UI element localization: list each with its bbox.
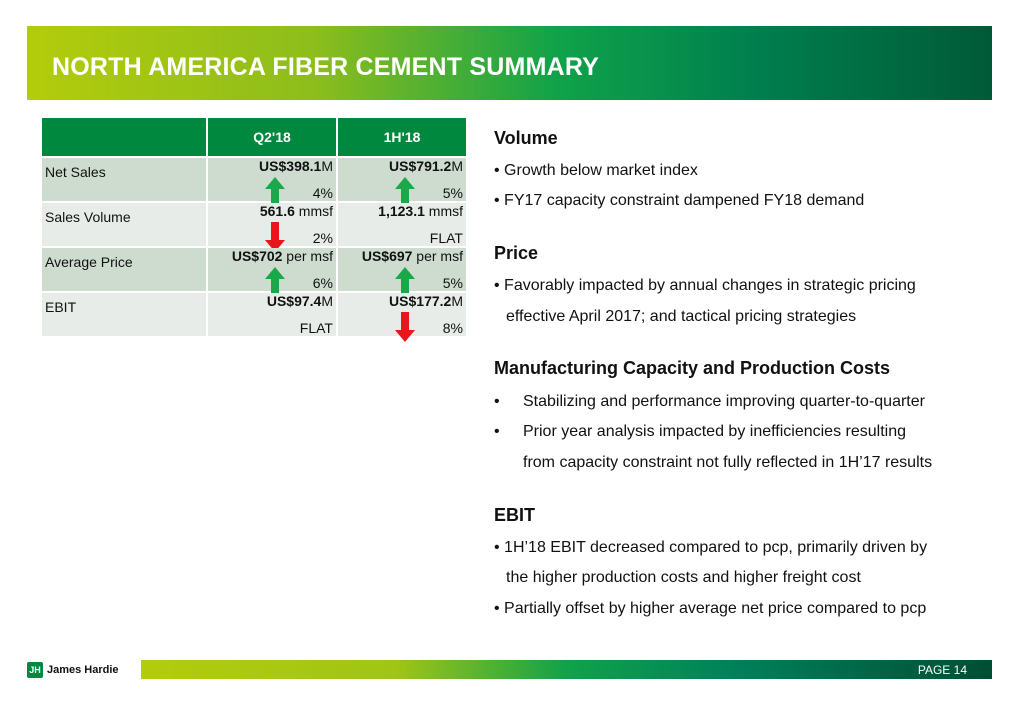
bullet: • 1H’18 EBIT decreased compared to pcp, … [494,539,928,556]
table-row: Sales Volume 561.6 mmsf 2% 1,123.1 mmsf FLAT [42,203,466,252]
table-row: Average Price US$702 per msf 6% US$697 per … [42,248,466,297]
arrow-up-icon [395,267,415,297]
bullet-cont: the higher production costs and higher f… [506,569,861,586]
change-value: FLAT [299,320,333,336]
arrow-up-icon [395,177,415,207]
change-value: 6% [312,275,333,291]
change-value: 8% [442,320,463,336]
james-hardie-logo: JH James Hardie [27,662,119,678]
arrow-up-icon [265,177,285,207]
q2-cell: 561.6 mmsf 2% [208,203,336,252]
title-banner: NORTH AMERICA FIBER CEMENT SUMMARY [27,26,992,100]
arrow-up-icon [265,267,285,297]
h1-cell: US$177.2M 8% [338,293,466,342]
table-row: EBIT US$97.4M FLAT US$177.2M 8% [42,293,466,342]
footer-bar: PAGE 14 [141,660,992,679]
arrow-down-icon [395,312,415,342]
header-q2: Q2'18 [208,118,336,156]
bullet-mark: • [494,393,500,410]
header-1h: 1H'18 [338,118,466,156]
arrow-down-icon [265,222,285,252]
bullet: • FY17 capacity constraint dampened FY18… [494,192,865,209]
change-value: 2% [312,230,333,246]
bullet: Prior year analysis impacted by ineffici… [523,423,906,440]
q2-cell: US$702 per msf 6% [208,248,336,297]
bullet-cont: from capacity constraint not fully refle… [523,454,933,471]
change-value: 5% [442,275,463,291]
header-blank [42,118,206,156]
row-label: EBIT [42,293,206,336]
price-heading: Price [494,243,539,263]
summary-table: Q2'18 1H'18 Net Sales US$398.1M 4% US$791.2M… [40,116,468,342]
bullet: • Growth below market index [494,162,698,179]
h1-cell: 1,123.1 mmsf FLAT [338,203,466,246]
page-number: PAGE 14 [917,663,967,677]
row-label: Average Price [42,248,206,291]
change-value: 5% [442,185,463,201]
h1-cell: US$791.2M 5% [338,158,466,207]
volume-heading: Volume [494,128,558,148]
bullet: • Favorably impacted by annual changes i… [494,277,916,294]
bullet-mark: • [494,423,500,440]
row-label: Net Sales [42,158,206,201]
logo-mark-icon: JH [27,662,43,678]
q2-cell: US$97.4M FLAT [208,293,336,336]
mfg-heading: Manufacturing Capacity and Production Co… [494,358,891,378]
bullet-cont: effective April 2017; and tactical prici… [506,308,857,325]
logo-text: James Hardie [47,664,119,676]
q2-cell: US$398.1M 4% [208,158,336,207]
page-title: NORTH AMERICA FIBER CEMENT SUMMARY [52,53,600,81]
row-label: Sales Volume [42,203,206,246]
change-value: FLAT [429,230,463,246]
h1-cell: US$697 per msf 5% [338,248,466,297]
bullet: Stabilizing and performance improving qu… [523,393,925,410]
ebit-heading: EBIT [494,505,536,525]
table-row: Net Sales US$398.1M 4% US$791.2M 5% [42,158,466,207]
bullet: • Partially offset by higher average net… [494,600,927,617]
change-value: 4% [312,185,333,201]
